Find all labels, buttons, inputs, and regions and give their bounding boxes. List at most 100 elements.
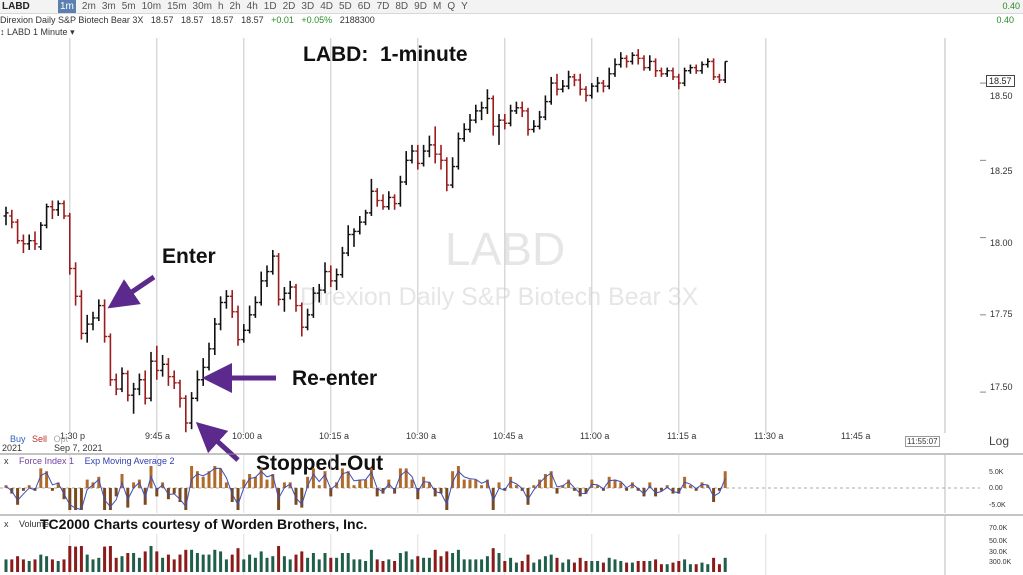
timeframe-Y[interactable]: Y bbox=[461, 1, 468, 12]
volume-bar bbox=[259, 551, 263, 572]
price-bar bbox=[241, 324, 247, 343]
price-chart[interactable] bbox=[0, 38, 1023, 433]
force-index-bar bbox=[526, 488, 530, 505]
timeframe-1D[interactable]: 1D bbox=[263, 1, 277, 12]
close-icon[interactable]: x bbox=[4, 519, 9, 529]
security-name: Direxion Daily S&P Biotech Bear 3X bbox=[0, 15, 144, 25]
force-index-bar bbox=[50, 488, 54, 491]
force-index-bar bbox=[555, 488, 559, 494]
force-index-bar bbox=[114, 488, 118, 497]
price-bar bbox=[218, 296, 224, 331]
ema-label[interactable]: Exp Moving Average 2 bbox=[84, 456, 175, 466]
timeframe-10m[interactable]: 10m bbox=[141, 1, 162, 12]
timeframe-Q[interactable]: Q bbox=[447, 1, 456, 12]
volume-bar bbox=[474, 559, 478, 572]
timeframe-30m[interactable]: 30m bbox=[192, 1, 212, 12]
timeframe-3D[interactable]: 3D bbox=[301, 1, 315, 12]
dropdown-icon: ▾ bbox=[70, 27, 75, 37]
timeframe-2m[interactable]: 2m bbox=[81, 1, 96, 12]
toolbar-right-value: 0.40 bbox=[1002, 1, 1020, 11]
force-index-bar bbox=[451, 471, 455, 488]
volume-bar bbox=[717, 564, 721, 572]
volume-bar bbox=[230, 554, 234, 572]
force-index-bar bbox=[358, 479, 362, 488]
price-bar bbox=[357, 215, 363, 235]
timeframe-2D[interactable]: 2D bbox=[282, 1, 296, 12]
timeframe-9D[interactable]: 9D bbox=[414, 1, 427, 12]
log-scale-toggle[interactable]: Log bbox=[989, 434, 1010, 448]
close-icon[interactable]: x bbox=[4, 456, 9, 466]
price-bar bbox=[432, 126, 438, 164]
buy-button[interactable]: Buy bbox=[10, 434, 26, 444]
volume-bar bbox=[491, 548, 495, 572]
volume-bar bbox=[21, 559, 25, 572]
price-bar bbox=[380, 194, 386, 210]
price-bar bbox=[26, 234, 32, 250]
force-index-panel[interactable] bbox=[0, 453, 1023, 513]
force-index-bar bbox=[224, 482, 228, 488]
price-bar bbox=[102, 299, 108, 343]
price-bar bbox=[351, 228, 357, 247]
quote-close: 18.57 bbox=[241, 15, 264, 25]
price-bar bbox=[287, 280, 293, 300]
force-index-bar bbox=[85, 479, 89, 488]
price-bar bbox=[334, 268, 340, 291]
timeframe-7D[interactable]: 7D bbox=[376, 1, 390, 12]
timeframe-M[interactable]: M bbox=[432, 1, 442, 12]
price-bar bbox=[328, 265, 334, 288]
symbol-field[interactable]: LABD bbox=[2, 1, 30, 12]
price-bar bbox=[165, 358, 171, 386]
volume-bar bbox=[68, 546, 72, 572]
options-button[interactable]: Opt bbox=[53, 434, 69, 444]
x-tick-1045: 10:45 a bbox=[493, 431, 524, 441]
price-bar bbox=[299, 302, 305, 337]
price-bar bbox=[252, 296, 258, 318]
volume-bar bbox=[201, 554, 205, 572]
sell-button[interactable]: Sell bbox=[32, 434, 48, 444]
force-index-bar bbox=[300, 488, 304, 508]
volume-bar bbox=[619, 561, 623, 572]
force-index-label[interactable]: Force Index 1 bbox=[19, 456, 75, 466]
timeframe-2h[interactable]: 2h bbox=[229, 1, 241, 12]
price-bar bbox=[368, 178, 374, 216]
timeframe-6D[interactable]: 6D bbox=[357, 1, 371, 12]
price-bar bbox=[113, 373, 119, 396]
timeframe-1m[interactable]: 1m bbox=[58, 0, 76, 13]
force-index-bar bbox=[340, 468, 344, 488]
price-bar bbox=[612, 58, 618, 77]
volume-bar bbox=[398, 553, 402, 572]
volume-bar bbox=[248, 554, 252, 572]
volume-panel[interactable] bbox=[0, 514, 1023, 575]
force-index-bar bbox=[404, 468, 408, 488]
volume-bar bbox=[567, 559, 571, 572]
force-index-bar bbox=[659, 488, 663, 491]
volume-header: x Volume bbox=[0, 519, 49, 529]
timeframe-5D[interactable]: 5D bbox=[338, 1, 352, 12]
force-index-bar bbox=[543, 474, 547, 488]
price-bar bbox=[194, 370, 200, 402]
force-index-bar bbox=[271, 474, 275, 488]
volume-bar bbox=[178, 554, 182, 572]
price-bar bbox=[664, 67, 670, 77]
price-bar bbox=[142, 370, 148, 405]
volume-bar bbox=[126, 553, 130, 572]
timeframe-4h[interactable]: 4h bbox=[246, 1, 258, 12]
timeframe-4D[interactable]: 4D bbox=[320, 1, 333, 12]
volume-label[interactable]: Volume bbox=[19, 519, 50, 529]
chart-panel-header[interactable]: ↕ LABD 1 Minute ▾ bbox=[0, 27, 75, 38]
timeframe-h[interactable]: h bbox=[217, 1, 224, 12]
force-index-bar bbox=[572, 488, 576, 491]
force-index-bar bbox=[155, 488, 159, 497]
x-tick-1130: 11:30 a bbox=[754, 431, 784, 441]
price-bar bbox=[305, 308, 311, 331]
volume-bar bbox=[132, 553, 136, 572]
vol-scale-3: 30.0K bbox=[989, 549, 1008, 556]
volume-bar bbox=[456, 549, 460, 572]
timeframe-5m[interactable]: 5m bbox=[121, 1, 136, 12]
force-index-bar bbox=[462, 479, 466, 488]
timeframe-3m[interactable]: 3m bbox=[101, 1, 116, 12]
timeframe-8D[interactable]: 8D bbox=[395, 1, 409, 12]
price-bar bbox=[160, 355, 166, 377]
price-bar bbox=[711, 58, 717, 80]
timeframe-15m[interactable]: 15m bbox=[167, 1, 187, 12]
